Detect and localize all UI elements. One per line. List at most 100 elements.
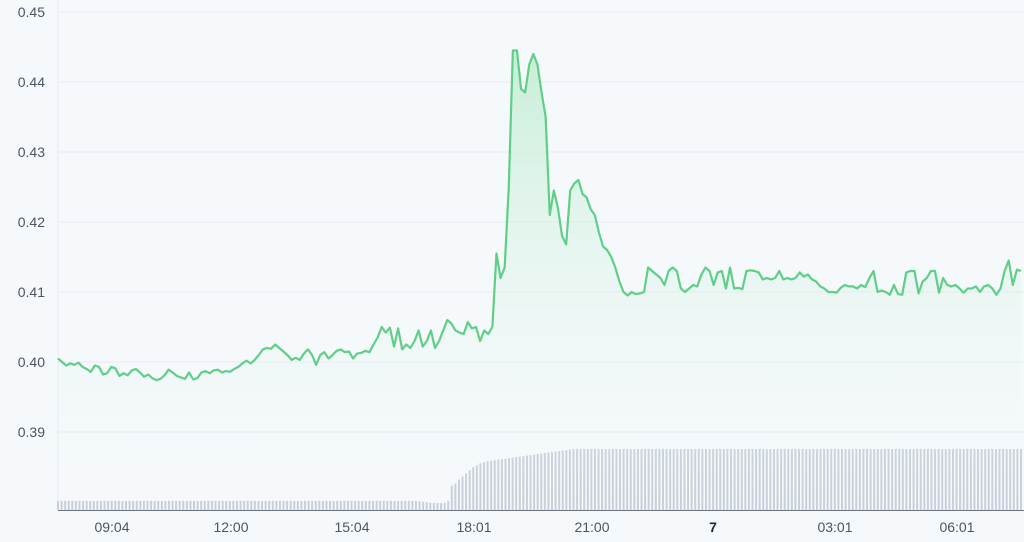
volume-bar [350,500,353,510]
volume-bar [160,500,163,510]
volume-bar [107,500,110,510]
volume-bar [354,500,357,510]
volume-bar [357,500,360,510]
volume-bar [157,500,160,510]
x-tick-label: 15:04 [334,519,369,535]
volume-bar [185,500,188,510]
volume-bar [268,500,271,510]
volume-bar [232,500,235,510]
y-tick-label: 0.45 [18,4,45,20]
volume-bar [189,500,192,510]
volume-bar [125,500,127,510]
x-tick-label: 12:00 [213,519,248,535]
volume-bar [375,500,378,510]
volume-bar [200,500,203,510]
volume-bar [85,500,88,510]
volume-bar [153,500,156,510]
volume-bar [261,500,264,510]
volume-bar [300,500,303,510]
volume-bar [296,500,299,510]
x-tick-label: 03:01 [817,519,852,535]
volume-bar [139,500,142,510]
volume-bar [418,501,421,510]
volume-bar [142,500,145,510]
volume-bar [304,500,306,510]
volume-bar [135,500,138,510]
volume-bar [379,500,382,510]
y-tick-label: 0.41 [18,284,45,300]
volume-bar [386,500,389,510]
volume-bar [329,500,332,510]
volume-bar [411,500,414,510]
volume-bar [321,500,324,510]
volume-bar [318,500,321,510]
volume-bar [71,500,74,510]
volume-bar [207,500,210,510]
volume-bar [167,500,170,510]
volume-bar [400,500,403,510]
volume-bar [60,500,63,510]
volume-bar [193,500,196,510]
volume-bar [132,500,135,510]
volume-bar [253,500,256,510]
x-axis: 09:04 12:00 15:04 18:01 21:00 7 03:01 06:01 [94,519,974,535]
volume-bar [178,500,181,510]
volume-bar [117,500,120,510]
volume-bar [103,500,106,510]
x-tick-label: 7 [709,519,717,535]
volume-bar [246,500,249,510]
volume-bar [67,500,70,510]
volume-bar [57,500,59,510]
volume-bar [264,500,267,510]
volume-bar [447,500,450,510]
volume-bar [425,502,428,510]
volume-bar [332,500,335,510]
volume-bar [361,500,364,510]
y-tick-label: 0.40 [18,354,45,370]
volume-bar [171,500,174,510]
volume-bar [214,500,217,510]
volume-bar [110,500,113,510]
x-tick-label: 18:01 [456,519,491,535]
volume-bar [443,502,446,510]
x-tick-label: 09:04 [94,519,129,535]
volume-bar [74,500,77,510]
volume-bar [436,503,439,510]
volume-bar [196,500,199,510]
volume-bar [175,500,178,510]
volume-bar [218,500,221,510]
volume-bar [346,500,349,510]
y-tick-label: 0.43 [18,144,45,160]
volume-bar [282,500,285,510]
volume-bar [128,500,131,510]
volume-bar [314,500,317,510]
x-tick-label: 21:00 [574,519,609,535]
volume-bar [440,503,443,510]
x-tick-label: 06:01 [939,519,974,535]
volume-bar [228,500,231,510]
y-tick-label: 0.42 [18,214,45,230]
volume-bar [372,500,375,510]
volume-bar [289,500,292,510]
volume-bar [146,500,149,510]
volume-bar [82,500,85,510]
volume-bar [368,500,371,510]
volume-bar [429,502,432,510]
volume-bar [225,500,228,510]
price-area [58,50,1021,502]
volume-bar [343,500,346,510]
volume-bar [89,500,92,510]
volume-bar [121,500,124,510]
volume-bar [432,503,435,510]
y-tick-label: 0.39 [18,424,45,440]
volume-bar [325,500,328,510]
volume-bar [404,500,407,510]
volume-bar [339,500,342,510]
volume-bar [92,500,95,510]
volume-bar [275,500,278,510]
volume-bar [239,500,242,510]
volume-bar [78,500,81,510]
volume-bar [393,500,396,510]
